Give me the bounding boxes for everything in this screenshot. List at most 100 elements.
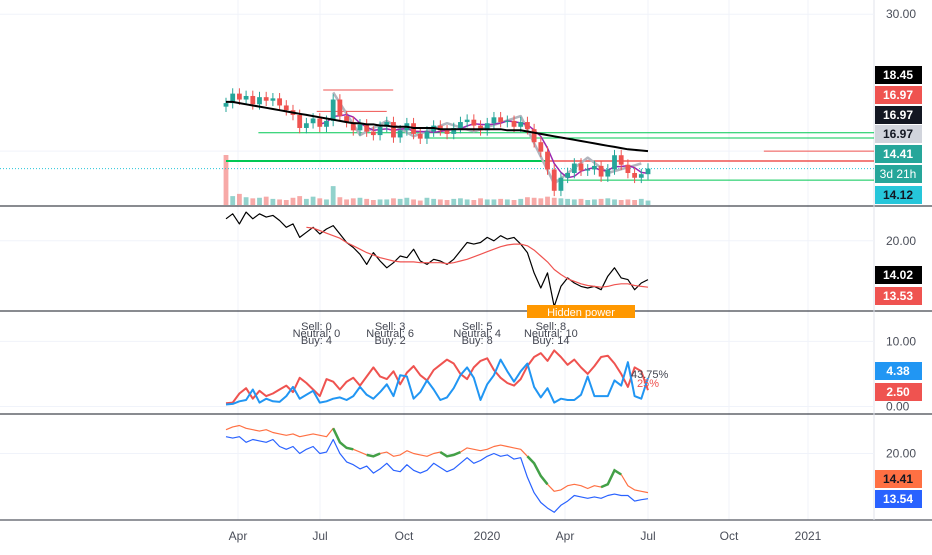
volume-bar [464, 199, 470, 205]
price-badge [875, 66, 922, 84]
price-badge [875, 287, 922, 305]
series-line-osc1 [225, 211, 649, 308]
candle-body [384, 122, 390, 127]
signal-count-label: Neutral: 0 [293, 328, 341, 340]
candle-body [397, 130, 403, 138]
candle-body [364, 124, 370, 132]
volume-bar [451, 198, 457, 205]
series-line-osc1 [306, 226, 649, 288]
price-badge [875, 145, 922, 163]
candle-body [618, 155, 624, 165]
volume-bar [290, 197, 296, 205]
volume-bar [243, 197, 249, 205]
volume-bar [324, 199, 329, 205]
candle-body [551, 169, 557, 191]
price-axis-label: 10.00 [886, 334, 916, 348]
volume-bar [565, 198, 571, 205]
volume-bar [598, 198, 604, 205]
volume-bar [612, 199, 617, 205]
volume-bar [558, 198, 564, 205]
volume-bar [317, 198, 323, 205]
volume-bar [518, 198, 524, 205]
volume-bar [424, 197, 430, 205]
volume-bar [223, 155, 229, 205]
signal-count-label: Neutral: 4 [453, 328, 501, 340]
candle-body [250, 95, 256, 105]
candle-body [417, 133, 423, 139]
candle-body [424, 131, 430, 139]
volume-bar [357, 197, 363, 205]
candle-body [243, 95, 249, 100]
candle-body [317, 118, 323, 127]
time-axis-label: 2020 [474, 529, 501, 543]
time-axis-label: Apr [229, 529, 248, 543]
volume-bar [491, 199, 497, 205]
candle-body [257, 97, 262, 105]
candle-body [478, 125, 483, 131]
highlight-segment [439, 450, 461, 458]
time-axis-label: Jul [312, 529, 327, 543]
volume-bar [370, 200, 376, 205]
volume-bar [578, 198, 584, 205]
volume-bar [538, 198, 544, 205]
price-badge-value: 14.41 [883, 472, 913, 486]
price-badge [875, 470, 922, 488]
volume-bar [504, 199, 510, 205]
price-badge [875, 106, 922, 124]
candle-body [270, 98, 276, 101]
price-badge-value: 14.02 [883, 268, 913, 282]
volume-bar [283, 200, 289, 205]
candle-body [437, 125, 443, 131]
countdown-badge [875, 165, 922, 183]
candle-body [558, 177, 564, 191]
volume-bar [250, 198, 256, 205]
percent-label: 43.75% [631, 369, 669, 381]
volume-bar [498, 198, 504, 205]
highlight-segment [332, 427, 354, 451]
percent-label: 25% [637, 378, 659, 390]
candle-body [330, 99, 336, 121]
candle-body [592, 165, 597, 170]
candle-body [612, 155, 617, 170]
candle-body [571, 163, 577, 174]
candle-body [638, 174, 644, 178]
series-line-osc2 [225, 358, 649, 406]
price-badge [875, 383, 922, 401]
signal-count-label: Buy: 8 [462, 335, 493, 347]
highlight-segment [366, 452, 381, 458]
volume-bar [297, 196, 303, 205]
signal-count-label: Sell: 3 [375, 321, 406, 333]
candle-body [518, 122, 524, 127]
volume-bar [397, 198, 403, 205]
volume-bar [230, 196, 236, 205]
signal-count-label: Sell: 8 [536, 321, 567, 333]
highlight-segment [600, 468, 622, 489]
candle-body [223, 103, 229, 107]
candle-body [451, 127, 457, 134]
price-axis-label: 20.00 [886, 447, 916, 461]
price-badge-value: 13.53 [883, 289, 913, 303]
candle-body [565, 173, 571, 178]
volume-bar [471, 200, 477, 205]
price-badge-value: 13.54 [883, 492, 913, 506]
volume-bar [431, 198, 437, 205]
volume-bar [484, 199, 490, 205]
price-axis-label: 30.00 [886, 7, 916, 21]
volume-bar [350, 198, 356, 205]
volume-bar [303, 198, 309, 205]
volume-bar [377, 199, 383, 205]
volume-bar [531, 197, 537, 205]
price-badge-value: 16.97 [883, 88, 913, 102]
volume-bar [344, 199, 349, 205]
price-badge-value: 4.38 [886, 364, 910, 378]
price-axis-label: 20.00 [886, 234, 916, 248]
price-badge-value: 2.50 [886, 385, 910, 399]
signal-count-label: Neutral: 10 [524, 328, 578, 340]
candle-body [471, 119, 477, 126]
countdown-label: 3d 21h [880, 167, 917, 181]
candle-body [545, 151, 550, 170]
volume-bar [236, 193, 242, 205]
candle-body [632, 173, 638, 178]
